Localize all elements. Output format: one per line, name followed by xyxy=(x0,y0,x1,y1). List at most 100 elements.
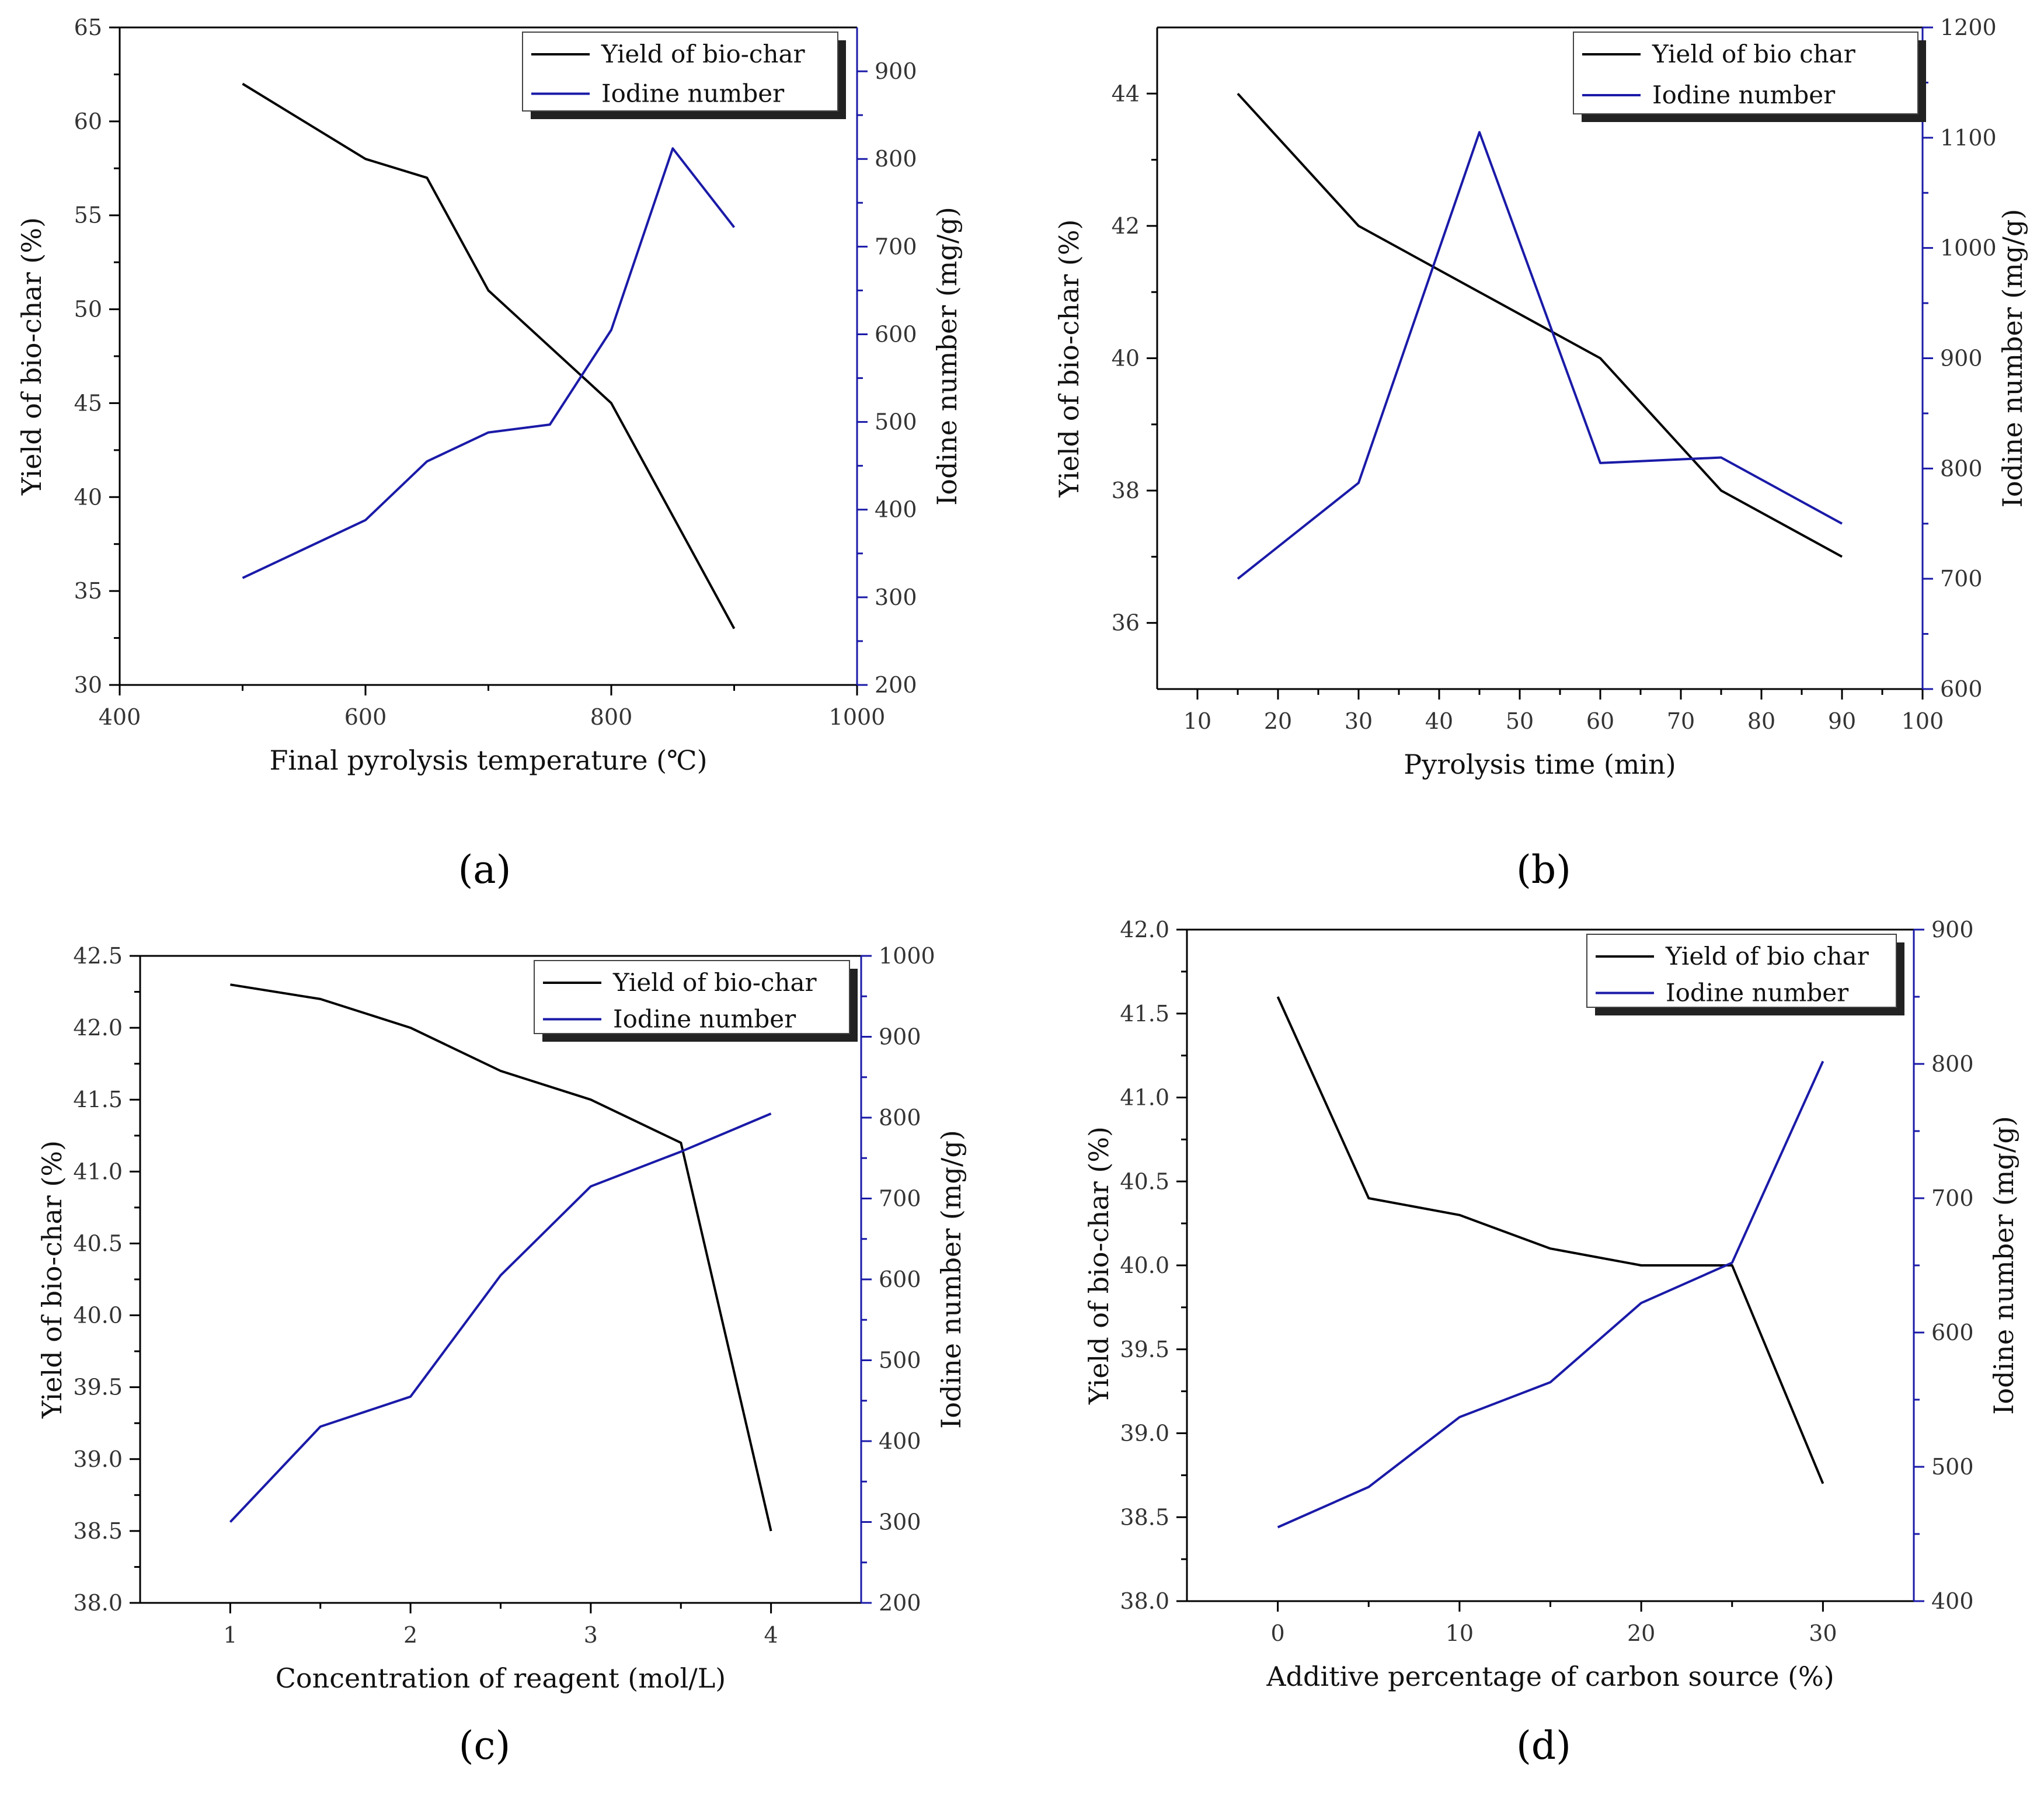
legend-box xyxy=(534,960,850,1034)
y2-tick-label: 500 xyxy=(1931,1454,1974,1480)
y2-tick-label: 400 xyxy=(1931,1588,1974,1614)
y-tick-label: 40 xyxy=(74,484,102,510)
legend-entry: Yield of bio char xyxy=(1665,942,1869,970)
y2-tick-label: 1000 xyxy=(879,943,935,969)
chart-panel-d: 0 10 20 30 38.0 38.5 39.0 39.5 40.0 40.5 41.0 41.5 4… xyxy=(1083,917,2019,1768)
y-tick-label: 42.0 xyxy=(1120,917,1169,942)
legend-entry: Iodine number xyxy=(1666,979,1849,1007)
iodine-number-line xyxy=(1277,1060,1824,1529)
chart-panel-b: 10 20 30 40 50 60 70 80 90 100 36 38 40 42 44 600 700 800… xyxy=(1053,15,2028,892)
x-tick-label: 40 xyxy=(1425,708,1453,734)
y2-tick-label: 400 xyxy=(879,1428,921,1454)
y2-tick-label: 300 xyxy=(879,1509,921,1535)
x-tick-label: 80 xyxy=(1747,708,1775,734)
chart-panel-c: 1 2 3 4 38.0 38.5 39.0 39.5 40.0 40.5 41.0 41.5 42.0… xyxy=(36,943,967,1768)
y-tick-label: 50 xyxy=(74,297,102,322)
y-tick-label: 38.0 xyxy=(1120,1588,1169,1614)
y-tick-label: 42 xyxy=(1112,213,1140,239)
legend-entry: Yield of bio char xyxy=(1652,40,1856,68)
y2-axis-title: Iodine number (mg/g) xyxy=(1988,1116,2019,1415)
x-tick-label: 600 xyxy=(344,704,387,730)
x-tick-label: 50 xyxy=(1506,708,1534,734)
y2-tick-label: 800 xyxy=(1940,455,1983,481)
y2-tick-label: 1200 xyxy=(1940,15,1997,40)
y2-tick-label: 700 xyxy=(875,234,917,259)
panel-label: (d) xyxy=(1516,1723,1571,1768)
legend-entry: Iodine number xyxy=(601,79,785,108)
y-tick-label: 44 xyxy=(1112,81,1140,106)
x-tick-label: 3 xyxy=(584,1622,598,1648)
y2-tick-label: 600 xyxy=(1940,676,1983,702)
y-tick-label: 38 xyxy=(1112,478,1140,503)
y-tick-label: 38.5 xyxy=(1120,1504,1169,1530)
panel-label: (b) xyxy=(1516,847,1571,892)
chart-panel-a: 400 600 800 1000 30 35 40 45 50 55 60 65 200 300 400 50… xyxy=(16,15,963,892)
x-tick-label: 1 xyxy=(223,1622,237,1648)
iodine-number-line xyxy=(242,147,736,579)
y-tick-label: 38.5 xyxy=(73,1518,123,1544)
y2-tick-label: 700 xyxy=(1940,566,1983,592)
y-tick-label: 39.0 xyxy=(1120,1421,1169,1446)
y-tick-label: 41.5 xyxy=(73,1087,123,1112)
x-axis-title: Final pyrolysis temperature (℃) xyxy=(269,745,707,776)
x-tick-label: 400 xyxy=(99,704,141,730)
y2-tick-label: 900 xyxy=(879,1024,921,1050)
y2-tick-label: 700 xyxy=(879,1186,921,1212)
y2-tick-label: 600 xyxy=(875,321,917,347)
y-tick-label: 40 xyxy=(1112,346,1140,371)
y2-tick-label: 900 xyxy=(875,58,917,84)
y-axis-title: Yield of bio-char (%) xyxy=(16,217,47,496)
y2-tick-label: 800 xyxy=(875,146,917,172)
y2-tick-label: 500 xyxy=(879,1348,921,1373)
y-tick-label: 40.5 xyxy=(1120,1168,1169,1194)
x-tick-label: 70 xyxy=(1667,708,1695,734)
y-axis-title: Yield of bio-char (%) xyxy=(1053,219,1085,498)
y-tick-label: 41.0 xyxy=(1120,1085,1169,1111)
x-tick-label: 0 xyxy=(1271,1620,1285,1646)
legend-box xyxy=(1586,934,1897,1008)
y-tick-label: 45 xyxy=(74,390,102,416)
x-tick-label: 10 xyxy=(1446,1620,1474,1646)
iodine-number-line xyxy=(1237,131,1843,580)
y-axis-title: Yield of bio-char (%) xyxy=(1083,1126,1115,1405)
x-tick-label: 2 xyxy=(403,1622,417,1648)
x-tick-label: 4 xyxy=(764,1622,778,1648)
y2-tick-label: 600 xyxy=(879,1267,921,1292)
y-tick-label: 40.0 xyxy=(1120,1253,1169,1278)
x-tick-label: 20 xyxy=(1627,1620,1655,1646)
y-tick-label: 60 xyxy=(74,109,102,134)
y-tick-label: 35 xyxy=(74,578,102,604)
y2-tick-label: 1000 xyxy=(1940,235,1997,261)
yield-line xyxy=(1237,92,1843,558)
y2-axis-title: Iodine number (mg/g) xyxy=(1997,209,2028,508)
y2-tick-label: 200 xyxy=(875,672,917,698)
y2-tick-label: 600 xyxy=(1931,1320,1974,1345)
y-tick-label: 39.5 xyxy=(73,1375,123,1400)
y2-tick-label: 300 xyxy=(875,585,917,610)
x-tick-label: 20 xyxy=(1264,708,1292,734)
panel-label: (c) xyxy=(459,1723,510,1768)
y-tick-label: 36 xyxy=(1112,610,1140,636)
y2-axis-title: Iodine number (mg/g) xyxy=(935,1130,967,1429)
legend-entry: Iodine number xyxy=(1652,81,1836,109)
y-tick-label: 39.5 xyxy=(1120,1337,1169,1362)
y2-tick-label: 1100 xyxy=(1940,125,1997,151)
x-tick-label: 30 xyxy=(1809,1620,1837,1646)
x-tick-label: 100 xyxy=(1902,708,1944,734)
y-tick-label: 40.0 xyxy=(73,1303,123,1328)
x-tick-label: 30 xyxy=(1345,708,1373,734)
y-tick-label: 40.5 xyxy=(73,1230,123,1256)
legend-box xyxy=(1573,32,1918,114)
y2-tick-label: 800 xyxy=(1931,1051,1974,1077)
x-tick-label: 1000 xyxy=(829,704,886,730)
y-tick-label: 41.0 xyxy=(73,1159,123,1184)
legend-box xyxy=(522,32,838,112)
y-tick-label: 41.5 xyxy=(1120,1001,1169,1027)
y-tick-label: 38.0 xyxy=(73,1590,123,1616)
x-axis-title: Pyrolysis time (min) xyxy=(1404,749,1676,780)
legend-entry: Iodine number xyxy=(613,1005,796,1034)
y2-tick-label: 200 xyxy=(879,1590,921,1616)
x-tick-label: 800 xyxy=(590,704,633,730)
y2-tick-label: 900 xyxy=(1931,917,1974,942)
